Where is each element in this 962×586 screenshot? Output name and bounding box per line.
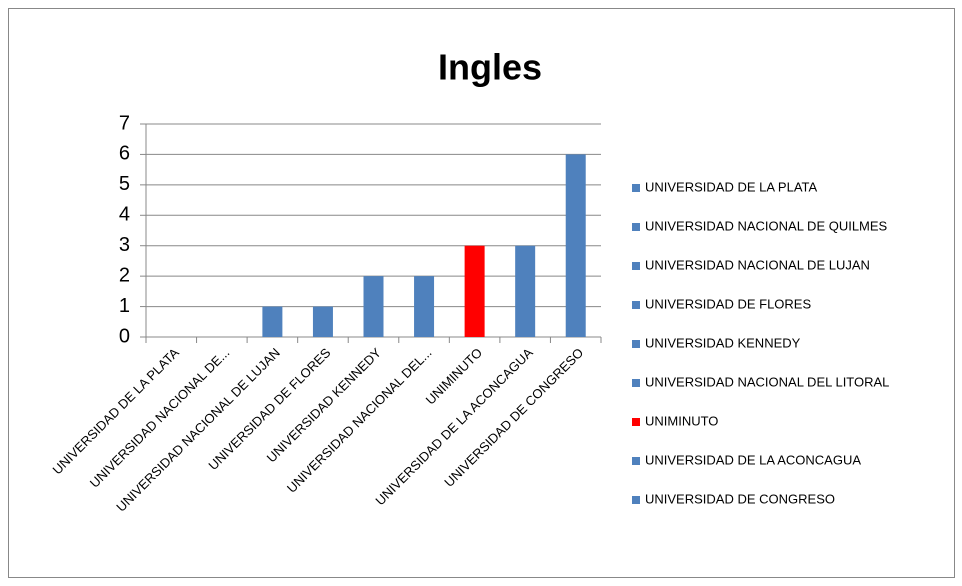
bar bbox=[414, 276, 435, 337]
legend-label: UNIVERSIDAD DE FLORES bbox=[645, 296, 811, 311]
legend-swatch bbox=[632, 418, 640, 426]
bar bbox=[464, 245, 485, 337]
legend-label: UNIVERSIDAD NACIONAL DE LUJAN bbox=[645, 257, 870, 272]
legend-swatch bbox=[632, 223, 640, 231]
y-tick-label: 0 bbox=[119, 325, 130, 347]
legend-swatch bbox=[632, 184, 640, 192]
chart-title: Ingles bbox=[438, 47, 542, 88]
bar bbox=[262, 306, 283, 337]
legend-label: UNIVERSIDAD DE LA ACONCAGUA bbox=[645, 452, 861, 467]
bar bbox=[363, 276, 384, 337]
y-tick-label: 4 bbox=[119, 204, 130, 226]
legend-label: UNIVERSIDAD DE LA PLATA bbox=[645, 179, 818, 194]
y-tick-label: 7 bbox=[119, 112, 130, 134]
legend-swatch bbox=[632, 262, 640, 270]
legend-swatch bbox=[632, 379, 640, 387]
bar bbox=[565, 154, 586, 337]
y-tick-label: 6 bbox=[119, 143, 130, 165]
y-tick-label: 1 bbox=[119, 295, 130, 317]
bar bbox=[312, 306, 333, 337]
legend-swatch bbox=[632, 457, 640, 465]
legend-label: UNIVERSIDAD DE CONGRESO bbox=[645, 491, 835, 506]
y-tick-label: 3 bbox=[119, 234, 130, 256]
legend-label: UNIMINUTO bbox=[645, 413, 718, 428]
legend-swatch bbox=[632, 301, 640, 309]
legend-label: UNIVERSIDAD KENNEDY bbox=[645, 335, 801, 350]
legend-label: UNIVERSIDAD NACIONAL DEL LITORAL bbox=[645, 374, 889, 389]
legend-swatch bbox=[632, 340, 640, 348]
bar bbox=[515, 245, 536, 337]
legend-label: UNIVERSIDAD NACIONAL DE QUILMES bbox=[645, 218, 888, 233]
legend-swatch bbox=[632, 496, 640, 504]
y-tick-label: 5 bbox=[119, 173, 130, 195]
y-tick-label: 2 bbox=[119, 264, 130, 286]
